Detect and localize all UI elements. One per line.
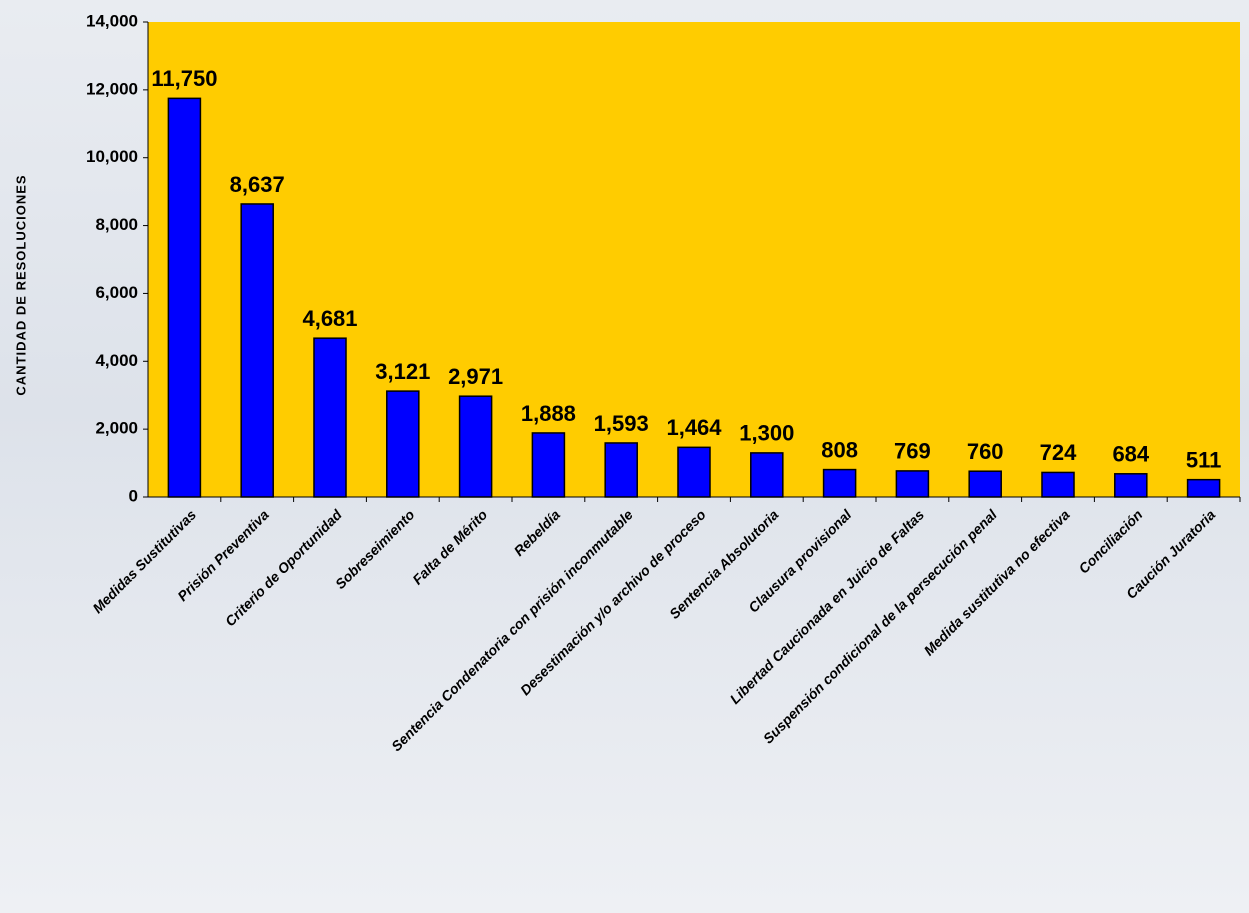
value-label: 2,971: [448, 364, 503, 389]
bar: [750, 452, 784, 498]
y-tick-label: 0: [129, 486, 138, 505]
value-label: 1,888: [521, 401, 576, 426]
y-tick-label: 4,000: [95, 351, 138, 370]
bar: [1041, 471, 1075, 498]
y-tick-label: 2,000: [95, 419, 138, 438]
value-label: 1,593: [594, 411, 649, 436]
bar: [313, 337, 347, 498]
y-tick-label: 6,000: [95, 283, 138, 302]
bar: [386, 390, 420, 498]
bar: [1114, 473, 1148, 498]
value-label: 11,750: [151, 66, 217, 91]
value-label: 724: [1040, 440, 1077, 465]
value-label: 1,464: [666, 415, 722, 440]
value-label: 760: [967, 439, 1004, 464]
value-label: 684: [1112, 442, 1149, 467]
x-tick-label: Conciliación: [1075, 506, 1145, 576]
bar: [458, 395, 493, 498]
y-tick-label: 10,000: [86, 147, 138, 166]
bar: [167, 97, 202, 498]
y-axis-title: CANTIDAD DE RESOLUCIONES: [13, 174, 28, 395]
bar: [531, 432, 566, 498]
value-label: 769: [894, 439, 931, 464]
value-label: 4,681: [302, 306, 357, 331]
value-label: 8,637: [230, 172, 285, 197]
x-tick-label: Falta de Mérito: [409, 506, 490, 587]
value-label: 511: [1186, 447, 1222, 472]
bar: [968, 470, 1002, 498]
bar: [1186, 478, 1221, 498]
y-tick-label: 12,000: [86, 79, 138, 98]
bar: [895, 470, 930, 498]
value-label: 3,121: [375, 359, 430, 384]
value-label: 808: [821, 437, 858, 462]
y-tick-label: 14,000: [86, 11, 138, 30]
x-tick-label: Sobreseimiento: [332, 506, 418, 592]
bar: [822, 468, 857, 498]
bar: [677, 446, 711, 498]
x-tick-label: Medida sustitutiva no efectiva: [921, 506, 1073, 658]
bar: [604, 442, 638, 498]
x-tick-label: Sentencia Condenatoria con prisión incon…: [388, 506, 636, 754]
value-label: 1,300: [739, 421, 794, 446]
y-tick-label: 8,000: [95, 215, 138, 234]
x-tick-label: Criterio de Oportunidad: [222, 506, 345, 629]
bar: [240, 203, 274, 498]
x-tick-label: Rebeldía: [511, 506, 564, 559]
